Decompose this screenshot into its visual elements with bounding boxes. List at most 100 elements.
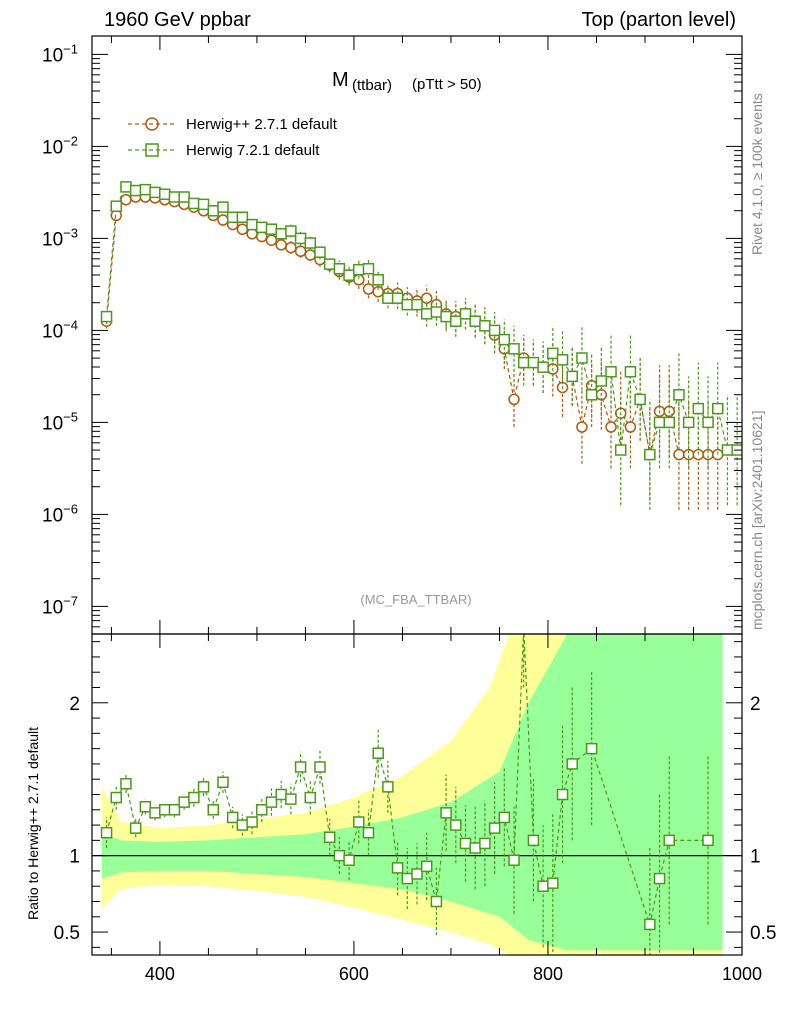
x-tick-label: 1000 — [722, 964, 762, 984]
data-point — [430, 306, 443, 318]
data-point — [285, 225, 297, 237]
legend: Herwig++ 2.7.1 default Herwig 7.2.1 defa… — [128, 116, 338, 159]
data-point — [711, 402, 724, 415]
data-point — [285, 241, 297, 254]
data-point — [129, 184, 142, 197]
data-point — [372, 274, 384, 286]
data-point — [236, 223, 249, 235]
data-point — [653, 416, 666, 429]
data-point — [217, 214, 229, 226]
y-tick-label: 10−2 — [42, 133, 78, 158]
data-point — [702, 416, 714, 429]
axes: 400 600 800 1000 10−1 10−2 10−3 10−4 10−5 10−6 10−… — [42, 35, 776, 984]
ratio-point — [644, 918, 656, 931]
data-point — [624, 421, 637, 433]
data-point — [585, 389, 598, 401]
data-point — [605, 366, 617, 378]
ratio-point — [353, 816, 365, 828]
y-tick-label: 10−4 — [42, 317, 78, 342]
data-point — [159, 188, 171, 200]
data-point — [246, 218, 258, 231]
data-point — [304, 237, 317, 249]
data-point — [673, 448, 685, 461]
legend-marker-circle-icon — [145, 117, 159, 131]
ratio-point — [110, 791, 123, 804]
ratio-point — [527, 834, 540, 847]
ratio-point — [440, 807, 452, 819]
data-point — [479, 320, 491, 332]
data-point — [537, 361, 549, 373]
chart-title-sub: (ttbar) — [352, 77, 392, 94]
data-point — [168, 191, 181, 203]
data-point — [614, 444, 627, 456]
ratio-point — [149, 807, 161, 819]
ratio-green-band — [101, 634, 723, 951]
data-point — [517, 356, 530, 369]
data-point — [275, 228, 287, 240]
ratio-point — [207, 804, 220, 816]
ratio-point — [323, 831, 336, 844]
data-point — [178, 191, 190, 203]
legend-entry-herwigpp: Herwig++ 2.7.1 default — [128, 116, 338, 133]
series-line — [105, 196, 718, 456]
data-point — [547, 347, 559, 360]
data-point — [634, 393, 646, 406]
data-point — [256, 221, 268, 234]
ratio-plot-area — [92, 634, 742, 955]
y-tick-label: 10−7 — [42, 593, 78, 618]
legend-marker-square-icon — [145, 143, 159, 157]
mcplots-label: mcplots.cern.ch [arXiv:2401.10621] — [749, 411, 765, 630]
ratio-point — [401, 872, 414, 885]
data-point — [721, 444, 734, 456]
ratio-point — [653, 872, 666, 885]
legend-entry-herwig7: Herwig 7.2.1 default — [128, 142, 320, 159]
ratio-point — [314, 761, 326, 773]
header-energy-label: 1960 GeV ppbar — [104, 9, 251, 31]
ratio-y-tick-label-right: 2 — [750, 694, 761, 715]
data-point — [382, 292, 394, 304]
data-point — [110, 200, 123, 212]
ratio-y-tick-label-right: 1 — [750, 847, 761, 868]
ratio-point — [294, 761, 307, 773]
ratio-point — [547, 877, 559, 889]
data-point — [508, 343, 520, 355]
ratio-y-tick-label: 1 — [69, 847, 80, 868]
ratio-point — [537, 880, 549, 892]
data-point — [362, 263, 375, 275]
data-point — [576, 421, 588, 433]
data-point — [420, 292, 433, 304]
ratio-point — [556, 788, 569, 801]
data-point — [353, 263, 365, 276]
data-point — [207, 205, 220, 217]
data-point — [411, 298, 423, 311]
data-point — [420, 308, 433, 320]
ratio-point — [508, 854, 520, 866]
ratio-point — [275, 788, 287, 801]
data-point — [265, 234, 278, 246]
ratio-point — [285, 793, 297, 805]
data-point — [469, 315, 481, 327]
data-point — [333, 263, 346, 275]
data-point — [100, 310, 113, 323]
data-point — [498, 333, 511, 346]
ratio-y-tick-label: 2 — [69, 694, 80, 715]
ratio-point — [246, 816, 258, 828]
ratio-y-tick-label-right: 0.5 — [750, 923, 776, 944]
data-point — [488, 324, 501, 337]
ratio-point — [217, 776, 229, 789]
data-point — [275, 239, 287, 251]
data-point — [576, 352, 588, 364]
ratio-point — [382, 781, 394, 793]
ratio-y-tick-label: 0.5 — [54, 923, 80, 944]
data-point — [323, 258, 336, 270]
data-point — [527, 356, 540, 369]
ratio-point — [188, 791, 200, 804]
x-tick-label: 800 — [533, 964, 563, 984]
ratio-point — [430, 895, 443, 908]
ratio-point — [304, 791, 317, 804]
data-point — [188, 197, 200, 210]
ratio-point — [488, 822, 501, 834]
data-point — [120, 194, 132, 206]
data-point — [450, 315, 462, 327]
